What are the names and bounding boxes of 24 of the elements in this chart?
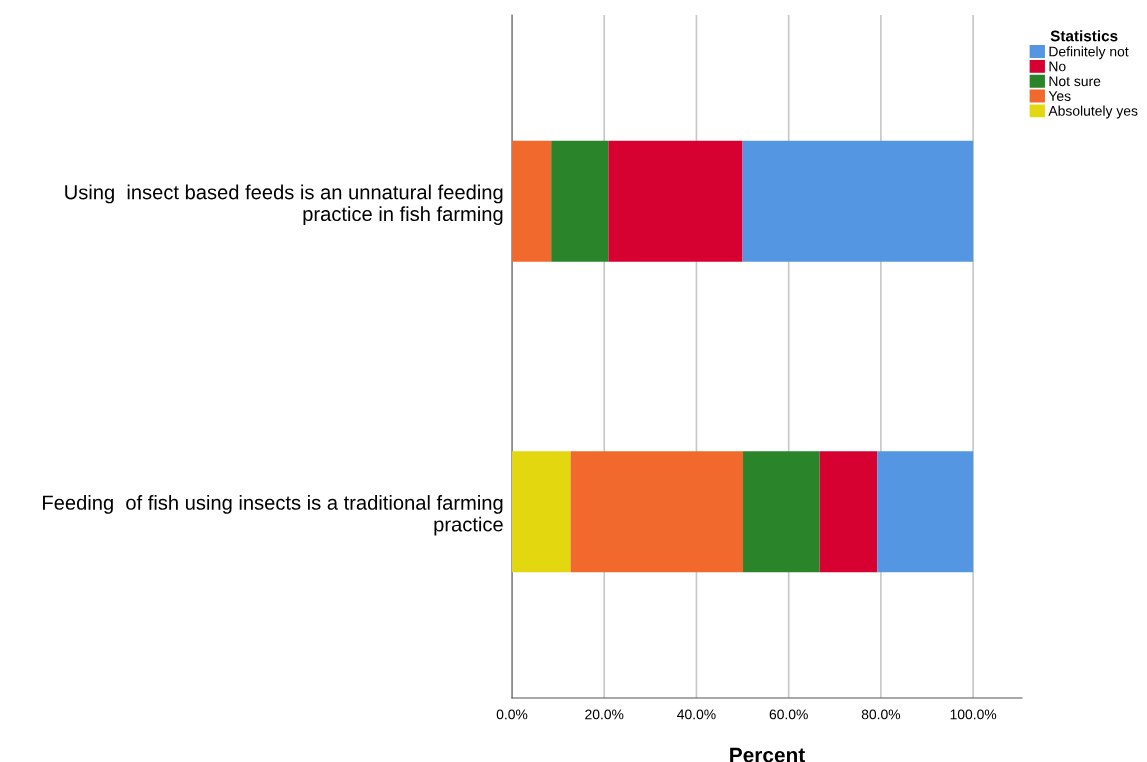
y-tick-label: Feeding of fish using insects is a traditional farming practice [43, 495, 503, 536]
x-tick-label: 40.0% [677, 709, 716, 720]
bar [512, 451, 571, 573]
x-tick-label: 60.0% [769, 709, 808, 720]
bar [512, 140, 552, 262]
bar [608, 140, 743, 262]
legend-label: No [1049, 61, 1066, 72]
bar [570, 451, 744, 573]
legend-label: Definitely not [1049, 46, 1129, 60]
x-tick-label: 20.0% [585, 709, 624, 720]
x-tick-label: 0.0% [496, 709, 528, 720]
y-tick-label: Using insect based feeds is an unnatural feeding practice in fish farming [65, 184, 503, 226]
x-tick-label: 80.0% [861, 709, 901, 720]
legend-label: Yes [1048, 91, 1071, 101]
bar [551, 140, 609, 262]
bar [819, 451, 878, 573]
legend-label: Not sure [1049, 76, 1101, 87]
legend-title: Statistics [1050, 30, 1118, 42]
bar [743, 451, 820, 573]
x-axis-title: Percent [730, 747, 805, 762]
bar [742, 140, 974, 262]
bar [877, 451, 974, 573]
x-tick-label: 100.0% [950, 709, 997, 720]
legend-label: Absolutely yes [1048, 105, 1138, 119]
